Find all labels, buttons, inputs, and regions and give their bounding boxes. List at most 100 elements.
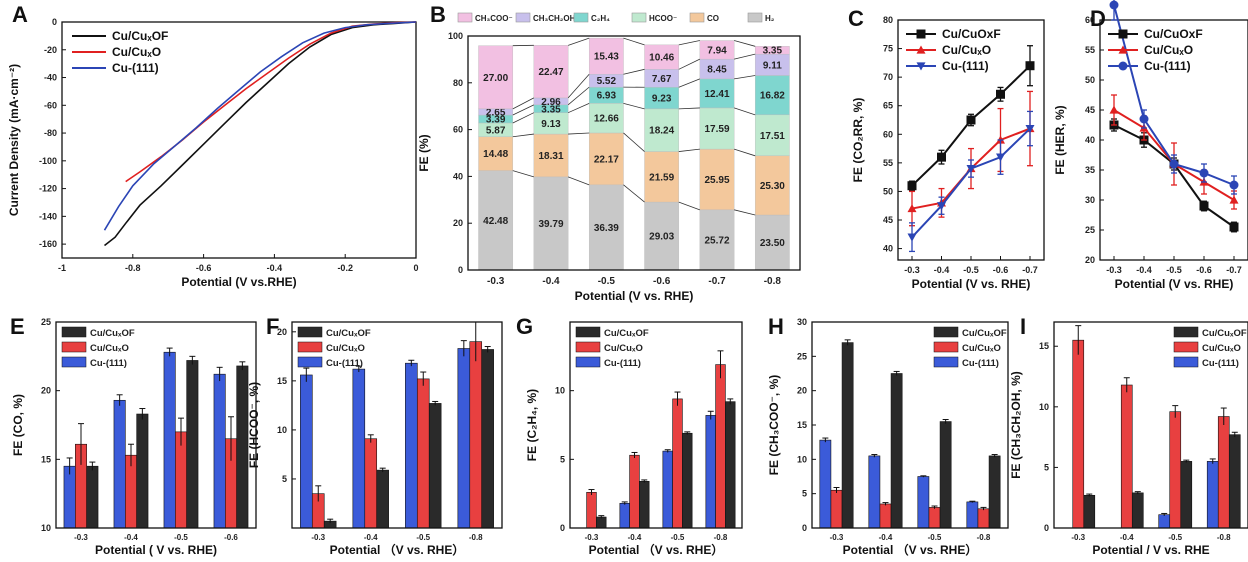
panel-h-bar [977,508,990,529]
panel-h-xtick-label: -0.5 [928,533,942,542]
panel-a-series-line-1 [125,21,417,183]
panel-b-ytick-label: 60 [453,125,463,135]
panel-c-legend-label: Cu/CuₓO [942,43,991,57]
panel-f-legend-label: Cu/CuₓOF [326,328,371,339]
panel-b-bar-segment [754,155,790,216]
panel-i-bar [1228,434,1241,529]
panel-e-bar [113,399,126,529]
panel-b-data-label: 6.93 [597,91,617,102]
panel-g-xtick-label: -0.8 [714,533,728,542]
panel-c-xtick-label: -0.5 [963,265,979,275]
panel-h-y-axis-title: FE (CH₃COO⁻, %) [767,375,781,476]
panel-b-legend-label: H₂ [765,14,775,23]
panel-h-x-axis-title: Potential （V vs. RHE） [843,542,978,557]
panel-f-x-axis-title: Potential （V vs. RHE） [330,542,465,557]
panel-b-bar-segment [533,45,569,99]
panel-b-data-label: 18.24 [649,126,674,137]
panel-h-bar [966,501,979,529]
panel-i: I -0.3 -0.4 -0.5 -0.8 0 5 10 15 Cu/CuₓOF Cu/CuₓO Cu… [1009,314,1248,557]
panel-c-xtick-label: -0.3 [904,265,920,275]
panel-i-legend-swatch [1173,356,1199,368]
panel-d-legend-label: Cu/CuOxF [1144,27,1203,41]
panel-e-xtick-label: -0.4 [124,533,138,542]
panel-c-ytick-label: 65 [883,101,893,111]
panel-a-ytick-label: -160 [39,239,57,249]
panel-g-bar [725,401,736,529]
panel-b-bar-segment [644,151,680,203]
panel-a-legend-label: Cu/CuₓO [112,45,161,59]
panel-f-panel-label: F [266,314,279,339]
panel-b-data-label: 18.31 [538,151,563,162]
panel-e-legend-label: Cu/CuₓO [90,343,129,354]
panel-b-connector [678,148,700,152]
panel-c-data-point [1025,61,1035,71]
panel-b-bar-segment [699,209,735,271]
panel-c-xtick-label: -0.4 [934,265,950,275]
panel-f-bar [376,469,389,529]
panel-f: F -0.3 -0.4 -0.5 -0.8 5 10 15 20 Cu/CuₓOF Cu/CuₓO C… [247,314,503,557]
panel-b-bar-segment [644,108,680,152]
panel-d-legend-marker [1118,61,1128,71]
panel-h-ytick-label: 15 [797,420,807,430]
panel-g-legend-label: Cu-(111) [604,358,641,369]
panel-c-data-point [996,153,1005,162]
panel-f-ytick-label: 5 [282,474,287,484]
panel-d-ytick-label: 30 [1085,195,1095,205]
panel-g-bar [705,415,716,529]
panel-e-xtick-label: -0.6 [224,533,238,542]
panel-e-legend-swatch [61,341,87,353]
panel-b-connector [734,209,756,216]
panel-h-legend-label: Cu/CuₓO [962,343,1001,354]
panel-h-xtick-label: -0.4 [879,533,893,542]
panel-i-bar [1083,494,1096,529]
panel-b-data-label: 25.95 [704,175,729,186]
panel-b-connector [678,58,701,70]
panel-a-ytick-label: -40 [44,73,57,83]
panel-a-ytick-label: -120 [39,184,57,194]
panel-b-connector [567,102,590,114]
panel-c-data-point [1025,124,1035,134]
panel-g-xtick-label: -0.4 [628,533,642,542]
panel-d-ytick-label: 55 [1085,45,1095,55]
panel-b-connector [623,132,645,152]
panel-b-bar-segment [754,75,790,116]
panel-d-xtick-label: -0.4 [1136,265,1152,275]
panel-h-panel-label: H [768,314,784,339]
panel-b-connector [623,184,645,203]
panel-f-bar [416,378,430,529]
panel-b-connector [512,104,535,116]
panel-c-legend-marker [916,29,926,39]
panel-b-bar-segment [699,78,735,109]
panel-i-x-axis-title: Potential / V vs. RHE [1092,543,1209,557]
panel-c-data-point [966,115,976,125]
panel-b-connector [623,37,645,46]
panel-b-xtick-label: -0.4 [542,276,560,287]
panel-i-panel-label: I [1020,314,1026,339]
panel-d-data-point [1139,114,1149,124]
panel-f-bar [469,341,483,529]
panel-a-ytick-label: -20 [44,45,57,55]
panel-g-bar [629,454,640,529]
panel-f-bar [364,438,378,529]
panel-b-data-label: 2.65 [486,107,506,118]
panel-f-legend-label: Cu-(111) [326,358,363,369]
panel-g-panel-label: G [516,314,533,339]
panel-f-bar [481,349,494,529]
panel-i-axes-frame [1053,321,1248,529]
panel-b-data-label: 36.39 [594,223,619,234]
panel-d-data-point [1169,159,1179,169]
panel-d-legend-marker [1118,45,1128,54]
panel-i-bar [1120,384,1133,529]
panel-h-bar [890,373,903,529]
panel-d-xtick-label: -0.5 [1166,265,1182,275]
panel-c-data-point [966,164,976,174]
panel-f-xtick-label: -0.4 [364,533,378,542]
panel-f-bar [428,403,442,529]
panel-i-ytick-label: 15 [1039,341,1049,351]
panel-e-bar [63,465,76,529]
panel-d-x-axis-title: Potential (V vs. RHE) [1115,277,1234,291]
panel-c-x-axis-title: Potential (V vs. RHE) [912,277,1031,291]
panel-g-bar [639,481,650,529]
panel-d-ytick-label: 45 [1085,105,1095,115]
panel-h-bar [841,342,854,529]
